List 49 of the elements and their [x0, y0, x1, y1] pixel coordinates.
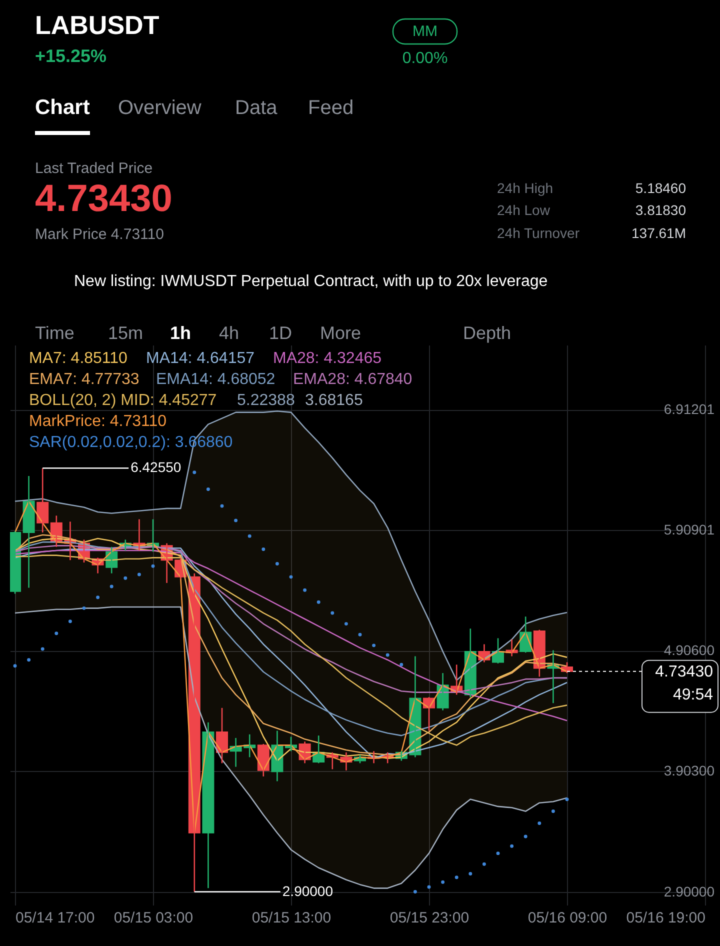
text: 15m	[108, 323, 144, 343]
annotation: 2.90000	[282, 882, 334, 899]
text: 137.61M	[632, 225, 686, 241]
text: MM	[412, 23, 438, 40]
x-tick-label: 05/16 09:00	[528, 910, 608, 926]
chart-title: LABUSDT	[35, 10, 160, 40]
text: More	[320, 323, 362, 343]
text: Last Traded Price	[35, 160, 153, 177]
text: 1D	[269, 323, 292, 343]
text: Chart	[35, 96, 90, 119]
text: Feed	[308, 97, 354, 119]
text: Overview	[118, 97, 202, 119]
y-tick-label: 6.91201	[664, 401, 715, 418]
ref-line-label: 4.73430 49:54	[655, 663, 714, 704]
text: BOLL(20, 2) MID: 4.45277	[29, 392, 217, 409]
text: Time	[35, 323, 74, 343]
y-tick-label: 4.90600	[664, 642, 715, 658]
text: 24h Low	[497, 202, 551, 218]
text: Mark Price 4.73110	[35, 226, 164, 243]
y-tick-label: 3.90300	[664, 762, 715, 779]
y-tick-label: 2.90000	[664, 883, 715, 900]
x-tick-label: 05/16 19:00	[626, 910, 706, 926]
text: 24h High	[497, 180, 554, 196]
series-label: 5.22388	[237, 392, 295, 409]
text: 3.68165	[305, 392, 363, 409]
x-tick-label: 05/15 13:00	[252, 910, 332, 926]
text: 24h Turnover	[497, 225, 580, 241]
text: MA7: 4.85110	[29, 350, 128, 367]
text: 4.73430	[35, 178, 172, 220]
x-tick-label: 05/14 17:00	[16, 910, 95, 926]
chart-subtitle: +15.25%	[35, 46, 107, 66]
text: EMA28: 4.67840	[293, 371, 412, 388]
text: 1h	[170, 323, 192, 343]
text: 0.00%	[402, 50, 448, 67]
annotation: 6.42550	[130, 459, 182, 476]
text: 3.81830	[635, 202, 686, 218]
text: MA28: 4.32465	[273, 350, 382, 367]
x-tick-label: 05/15 03:00	[114, 910, 194, 926]
x-tick-label: 05/15 23:00	[390, 910, 470, 926]
text: 5.18460	[635, 180, 686, 196]
y-tick-label: 5.90901	[664, 522, 715, 538]
text: New listing: IWMUSDT Perpetual Contract, with up to 20x leverage	[74, 273, 548, 290]
text: MA14: 4.64157	[146, 350, 255, 367]
text: 4h	[219, 323, 240, 343]
text: Data	[235, 97, 278, 119]
text: EMA14: 4.68052	[156, 371, 276, 388]
text: Depth	[463, 323, 512, 343]
text: EMA7: 4.77733	[29, 371, 140, 388]
text: MarkPrice: 4.73110	[29, 413, 167, 430]
